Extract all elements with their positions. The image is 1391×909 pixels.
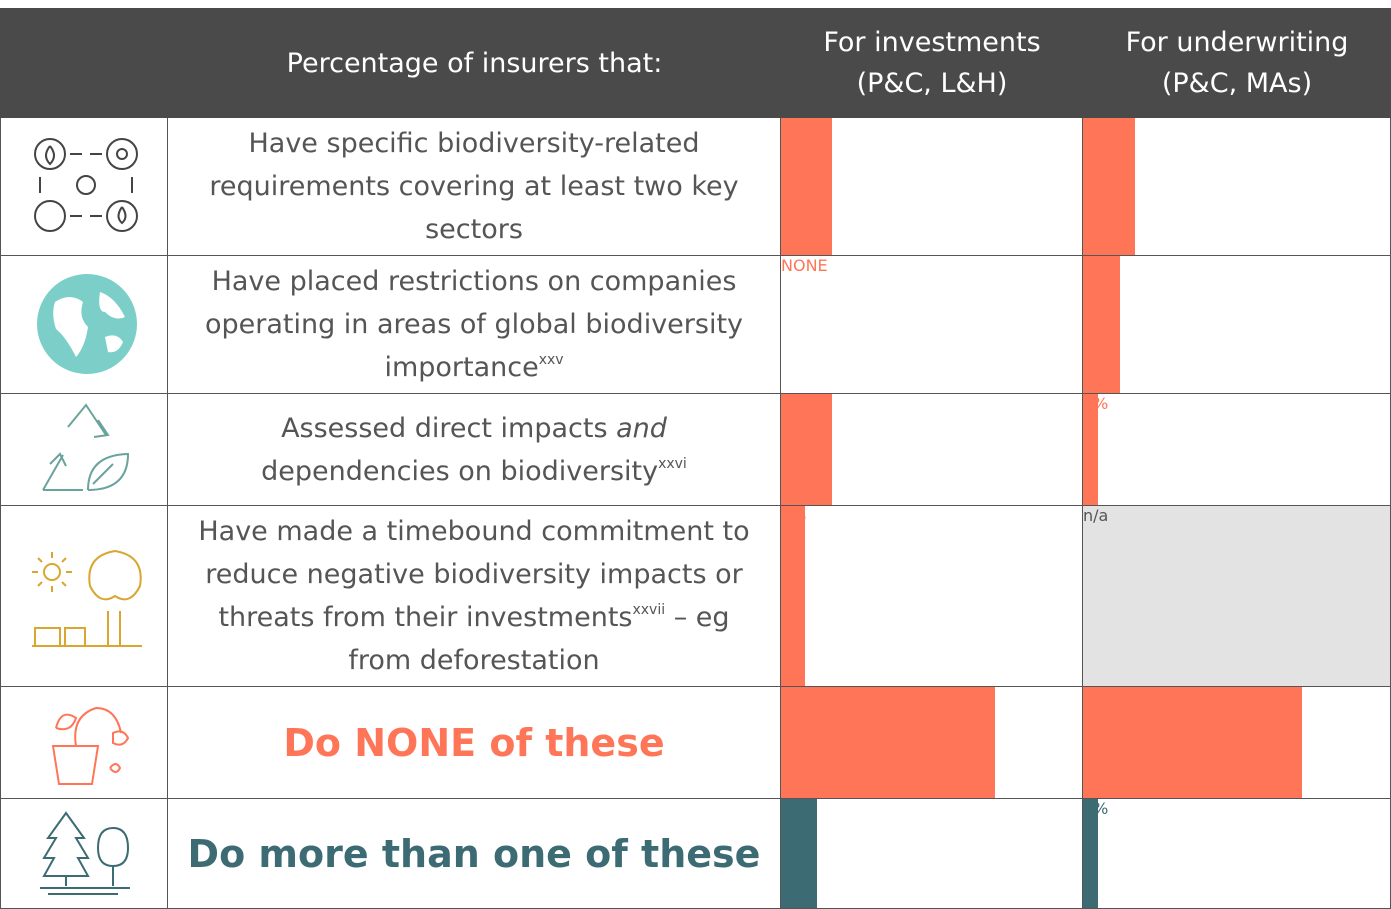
icon-cell bbox=[0, 687, 168, 799]
value-cell: 12% bbox=[1083, 256, 1391, 394]
text-segment: xxvi bbox=[658, 455, 687, 472]
row-text: Assessed direct impacts and dependencies… bbox=[168, 394, 781, 506]
bar bbox=[1083, 118, 1136, 255]
header-line: (P&C, L&H) bbox=[856, 68, 1008, 99]
bar bbox=[1083, 687, 1302, 798]
value-cell: 5% bbox=[1083, 799, 1391, 909]
icon-tree-sun bbox=[32, 549, 142, 647]
row-text: Have placed restrictions on companies op… bbox=[168, 256, 781, 394]
row-text-content: Have placed restrictions on companies op… bbox=[186, 260, 762, 389]
text-segment: – eg from deforestation bbox=[348, 602, 730, 676]
icon-cell bbox=[0, 394, 168, 506]
bar bbox=[781, 118, 833, 255]
row-text-content: Have made a timebound commitment to redu… bbox=[186, 510, 762, 682]
text-segment: Assessed direct impacts bbox=[281, 412, 617, 444]
icon-cell bbox=[0, 256, 168, 394]
text-segment: Have made a timebound commitment to redu… bbox=[198, 516, 750, 633]
header-investments: For investments (P&C, L&H) bbox=[781, 8, 1083, 118]
value-cell: NONE bbox=[781, 256, 1083, 394]
value-cell: 17% bbox=[1083, 118, 1391, 256]
text-segment: Do NONE of these bbox=[283, 720, 665, 765]
icon-forest bbox=[40, 811, 130, 895]
icon-cell bbox=[0, 506, 168, 687]
row-text-content: Assessed direct impacts and dependencies… bbox=[186, 407, 762, 493]
text-segment: Have specific biodiversity-related requi… bbox=[209, 128, 739, 245]
text-segment: xxvii bbox=[632, 602, 666, 618]
text-segment: Have placed restrictions on companies op… bbox=[204, 266, 744, 383]
row-text: Do NONE of these bbox=[168, 687, 781, 799]
row-text-content: Do NONE of these bbox=[283, 719, 664, 767]
header-line: For investments bbox=[823, 27, 1041, 58]
bar-label: NONE bbox=[781, 256, 828, 275]
value-cell: n/a bbox=[1083, 506, 1391, 687]
header-line: For underwriting bbox=[1125, 27, 1349, 58]
icon-cycle bbox=[34, 138, 138, 232]
value-cell: 12% bbox=[781, 799, 1083, 909]
text-segment: xxv bbox=[538, 352, 564, 368]
value-cell: 8% bbox=[781, 506, 1083, 687]
text-segment: and bbox=[616, 412, 667, 444]
row-text: Have made a timebound commitment to redu… bbox=[168, 506, 781, 687]
row-text-content: Do more than one of these bbox=[188, 830, 761, 878]
bar bbox=[781, 506, 806, 686]
bar bbox=[781, 687, 996, 798]
text-segment: Do more than one of these bbox=[187, 831, 761, 876]
row-text: Do more than one of these bbox=[168, 799, 781, 909]
icon-recycle bbox=[42, 403, 130, 491]
bar-label: n/a bbox=[1083, 506, 1109, 525]
icon-globe bbox=[37, 274, 137, 374]
row-text-content: Have specific biodiversity-related requi… bbox=[186, 122, 762, 251]
bar bbox=[1083, 256, 1120, 393]
bar bbox=[781, 394, 833, 505]
header-line: (P&C, MAs) bbox=[1161, 68, 1313, 99]
value-cell: 17% bbox=[781, 118, 1083, 256]
bar bbox=[1083, 799, 1099, 908]
value-cell: 71% bbox=[781, 687, 1083, 799]
bar bbox=[1083, 394, 1099, 505]
icon-wilted-plant bbox=[51, 706, 130, 785]
icon-cell bbox=[0, 118, 168, 256]
value-cell: 17% bbox=[781, 394, 1083, 506]
header-underwriting: For underwriting (P&C, MAs) bbox=[1083, 8, 1391, 118]
value-cell: 5% bbox=[1083, 394, 1391, 506]
header-title: Percentage of insurers that: bbox=[168, 8, 781, 118]
row-text: Have specific biodiversity-related requi… bbox=[168, 118, 781, 256]
value-cell: 71% bbox=[1083, 687, 1391, 799]
text-segment: dependencies on biodiversity bbox=[261, 455, 659, 487]
bar bbox=[781, 799, 818, 908]
